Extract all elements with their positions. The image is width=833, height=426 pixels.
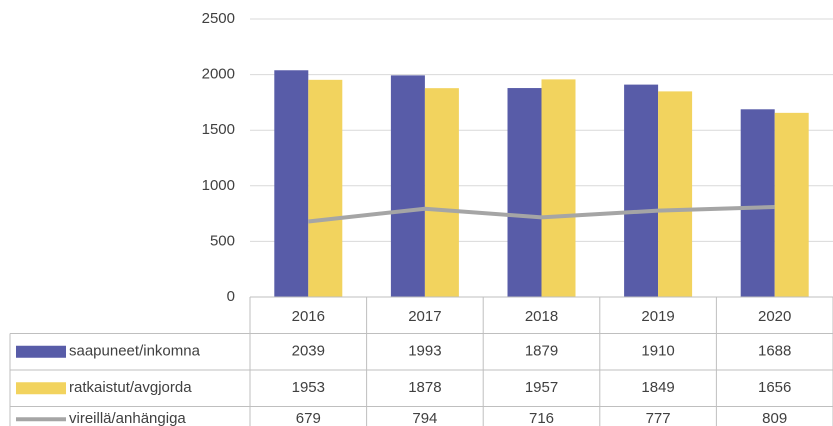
table-value: 794 [412,410,437,426]
table-value: 777 [646,410,671,426]
bar [390,75,425,297]
legend-key [16,382,66,395]
table-value: 1993 [408,343,441,360]
legend-label: saapuneet/inkomna [69,343,201,360]
bar [507,88,542,297]
table-value: 1953 [292,379,325,396]
table-value: 1879 [525,343,558,360]
bar [424,88,459,297]
table-value: 2039 [292,343,325,360]
table-value: 679 [296,410,321,426]
bar [658,91,693,297]
table-value: 1957 [525,379,558,396]
y-tick-label: 1500 [202,121,235,138]
table-value: 1688 [758,343,791,360]
table-value: 1910 [641,343,674,360]
bar [740,109,775,297]
x-tick-label: 2019 [641,308,674,325]
bar [541,79,576,298]
bar [274,70,309,297]
x-tick-label: 2020 [758,308,791,325]
y-tick-label: 1000 [202,177,235,194]
y-tick-label: 2500 [202,10,235,27]
x-tick-label: 2018 [525,308,558,325]
y-tick-label: 0 [227,288,235,305]
y-tick-label: 500 [210,232,235,249]
table-value: 716 [529,410,554,426]
x-tick-label: 2016 [292,308,325,325]
table-value: 1656 [758,379,791,396]
line [308,205,775,224]
legend-label: vireillä/anhängiga [69,410,186,426]
table-value: 809 [762,410,787,426]
bar [774,112,809,297]
x-tick-label: 2017 [408,308,441,325]
table-value: 1878 [408,379,441,396]
legend-key [16,345,66,358]
legend-label: ratkaistut/avgjorda [69,379,192,396]
y-tick-label: 2000 [202,66,235,83]
bar [624,84,659,297]
table-value: 1849 [641,379,674,396]
bar [308,79,343,297]
